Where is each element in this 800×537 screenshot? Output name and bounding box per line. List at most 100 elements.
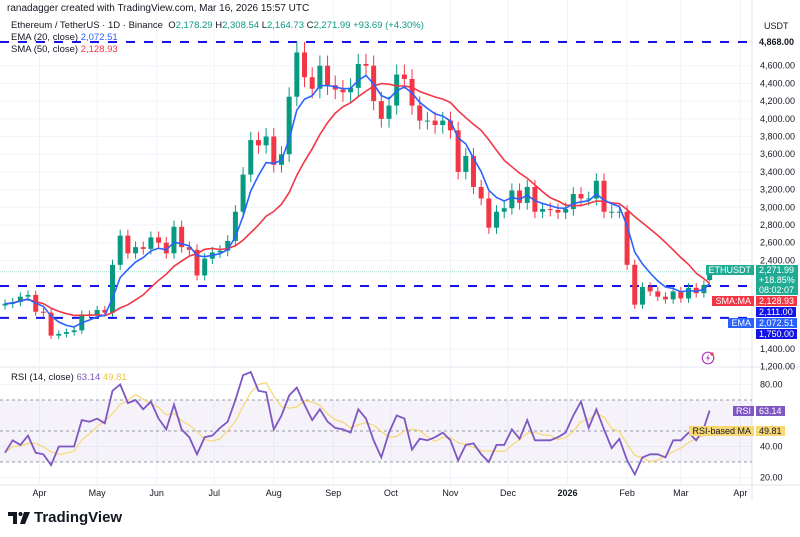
sma-label: SMA (50, close) [11, 44, 79, 55]
rsi-ma-badge-name: RSI-based MA [689, 426, 754, 436]
candle-body [40, 311, 46, 313]
candle-body [140, 247, 146, 249]
level-low-badge: 1,750.00 [756, 329, 798, 339]
candle-body [133, 247, 139, 254]
candle-body [232, 211, 238, 241]
symbol-title: Ethereum / TetherUS · 1D · Binance [11, 20, 163, 31]
price-tick-label: 3,400.00 [760, 167, 795, 177]
price-tick-label: 2,800.00 [760, 220, 795, 230]
candle-body [707, 271, 713, 281]
ema-legend[interactable]: EMA (20, close) 2,072.51 [11, 32, 118, 43]
candle-body [601, 180, 607, 212]
high-value: 2,308.54 [222, 20, 260, 31]
candle-body [63, 332, 69, 334]
candle-body [171, 226, 177, 254]
candle-body [662, 296, 668, 300]
candle-body [616, 211, 622, 213]
candle-body [248, 140, 254, 175]
candle-body [609, 211, 615, 213]
rsi-label: RSI (14, close) [11, 372, 74, 383]
candle-body [470, 155, 476, 187]
candle-body [340, 89, 346, 93]
price-tick-label: 3,200.00 [760, 185, 795, 195]
month-label: Jun [149, 488, 164, 498]
candle-body [386, 105, 392, 119]
candle-body [48, 312, 54, 336]
price-tick-label: 2,400.00 [760, 255, 795, 265]
month-label: Nov [442, 488, 459, 498]
sma-value: 2,128.93 [80, 44, 118, 55]
tradingview-logo: TradingView [8, 509, 122, 526]
level-high-badge: 4,868.00 [756, 37, 798, 47]
month-label: Aug [266, 488, 282, 498]
month-label: May [89, 488, 107, 498]
candle-body [217, 250, 223, 253]
candle-body [501, 208, 507, 212]
candle-body [432, 120, 438, 126]
level-mid-badge: 2,111.00 [756, 307, 796, 317]
candle-body [263, 136, 269, 146]
symbol-badge: ETHUSDT [705, 265, 754, 275]
price-tick-label: 4,000.00 [760, 114, 795, 124]
chart-credit: ranadagger created with TradingView.com,… [7, 3, 310, 14]
candle-body [225, 240, 231, 251]
candle-body [401, 74, 407, 79]
open-label: O [168, 20, 176, 31]
candle-body [255, 140, 261, 146]
price-axis: 4,600.00 4,400.00 4,200.00 4,000.00 3,800.00… [760, 61, 795, 483]
candle-body [647, 286, 653, 292]
candle-body [94, 309, 100, 315]
candle-body [455, 130, 461, 172]
price-tick-label: 1,400.00 [760, 344, 795, 354]
month-label: Dec [500, 488, 517, 498]
bar-countdown: 08:02:07 [759, 285, 795, 295]
candle-body [547, 209, 553, 211]
candle-body [348, 87, 354, 93]
price-tick-label: 3,000.00 [760, 202, 795, 212]
lightning-icon[interactable] [701, 351, 715, 365]
candle-body [56, 333, 62, 336]
candle-body [325, 65, 331, 86]
price-tick-label: 4,200.00 [760, 96, 795, 106]
candle-body [655, 291, 661, 297]
rsi-band-fill [0, 400, 752, 462]
candle-body [186, 247, 192, 250]
candle-body [417, 105, 423, 121]
month-label: Feb [619, 488, 635, 498]
ema-value: 2,072.51 [80, 32, 118, 43]
candle-body [110, 264, 116, 313]
candle-body [302, 52, 308, 78]
candle-body [202, 258, 208, 276]
rsi-badge: 63.14 [756, 406, 785, 416]
horizontal-levels [0, 41, 752, 319]
candle-body [125, 235, 131, 254]
ema-badge-name: EMA [728, 318, 754, 328]
rsi-badge-name: RSI [732, 406, 754, 416]
candle-body [478, 186, 484, 199]
price-tick-label: 3,800.00 [760, 132, 795, 142]
candle-body [17, 296, 23, 302]
rsi-tick-label: 40.00 [760, 442, 783, 452]
sma-badge: 2,128.93 [756, 296, 798, 306]
candle-body [163, 242, 169, 254]
logo-text: TradingView [34, 509, 123, 526]
candle-body [309, 77, 315, 89]
candle-body [271, 136, 277, 165]
candle-body [156, 237, 162, 243]
rsi-legend[interactable]: RSI (14, close) 63.14 49.81 [11, 372, 127, 383]
candle-body [2, 303, 8, 306]
ema-20-line [4, 74, 711, 328]
sma-legend[interactable]: SMA (50, close) 2,128.93 [11, 44, 118, 55]
candles [2, 41, 713, 340]
time-axis: Apr May Jun Jul Aug Sep Oct Nov Dec 2026 Feb Mar Apr [33, 488, 748, 498]
rsi-pane [0, 370, 752, 477]
sma-50-line [4, 82, 711, 317]
month-label: Mar [673, 488, 689, 498]
candle-body [540, 209, 546, 212]
month-label: Apr [33, 488, 47, 498]
candle-body [286, 96, 292, 155]
candle-body [148, 237, 154, 249]
open-value: 2,178.29 [175, 20, 213, 31]
ema-badge: 2,072.51 [756, 318, 798, 328]
